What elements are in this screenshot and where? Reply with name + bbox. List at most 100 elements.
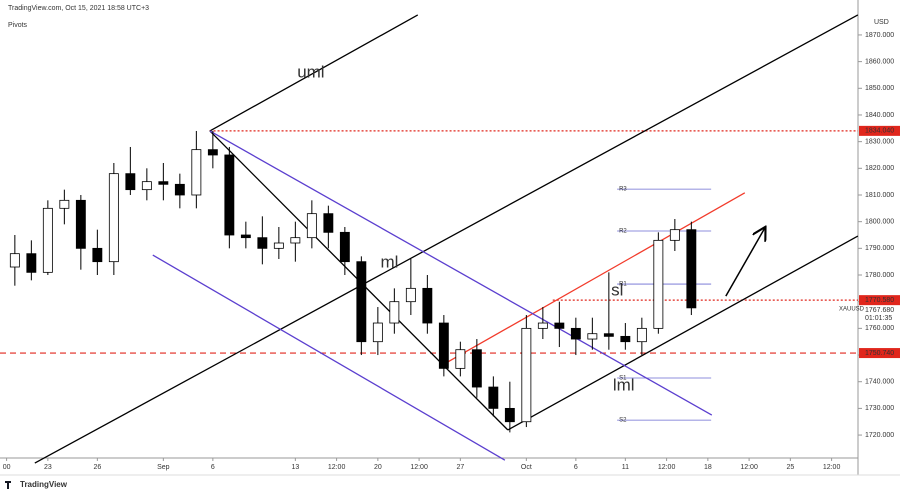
y-tick-label: 1810.000 — [865, 192, 894, 199]
x-tick-label: 18 — [704, 464, 712, 471]
candle-body — [257, 237, 268, 249]
candle-body — [191, 149, 202, 196]
price-level-label: 1834.040 — [865, 128, 894, 135]
x-tick-label: 20 — [374, 464, 382, 471]
candle-body — [174, 183, 185, 196]
candle-body — [9, 253, 20, 268]
price-level-tag — [859, 125, 900, 136]
y-tick-label: 1780.000 — [865, 272, 894, 279]
logo-icon — [5, 481, 11, 489]
candle-body — [521, 327, 532, 423]
x-tick-label: 13 — [291, 464, 299, 471]
y-tick-label: 1860.000 — [865, 58, 894, 65]
candle-body — [438, 322, 449, 369]
candle-body — [554, 322, 565, 329]
symbol: XAUUSD — [839, 307, 865, 313]
y-tick-label: 1840.000 — [865, 112, 894, 119]
x-tick-label: Oct — [521, 464, 532, 471]
trend-line — [507, 235, 859, 431]
x-tick-label: 12:00 — [823, 464, 841, 471]
x-tick-label: Sep — [157, 464, 170, 471]
pivot-label: S1 — [619, 376, 627, 382]
candle-body — [92, 247, 103, 263]
price-level-label: 1750.740 — [865, 350, 894, 357]
candle-body — [570, 327, 581, 340]
x-tick-label: 11 — [622, 464, 629, 471]
candle-body — [240, 234, 251, 239]
trend-line — [209, 14, 419, 132]
x-tick-label: 12:00 — [328, 464, 346, 471]
y-tick-label: 1760.000 — [865, 325, 894, 332]
candle-body — [75, 199, 86, 249]
candle-body — [42, 207, 53, 273]
current-price: 1767.680 — [865, 307, 894, 314]
candle-body — [669, 229, 680, 241]
x-tick-label: 23 — [44, 464, 52, 471]
candle-body — [356, 261, 367, 343]
candle-body — [108, 173, 119, 263]
candle-body — [323, 213, 334, 233]
candle-body — [290, 237, 301, 244]
y-tick-label: 1850.000 — [865, 85, 894, 92]
candle-body — [471, 349, 482, 388]
currency: USD — [874, 19, 889, 26]
candle-body — [125, 173, 136, 191]
pivot-label: R3 — [619, 187, 627, 193]
drawing-label: sl — [611, 280, 623, 299]
x-tick-label: 12:00 — [740, 464, 758, 471]
candle-body — [158, 181, 169, 185]
candle-body — [59, 199, 70, 209]
drawing-label: ml — [380, 252, 398, 271]
x-tick-label: 6 — [211, 464, 215, 471]
x-tick-label: 00 — [3, 464, 11, 471]
y-tick-label: 1720.000 — [865, 432, 894, 439]
candle-body — [372, 322, 383, 343]
candle-body — [504, 407, 515, 423]
trend-line — [34, 14, 859, 464]
y-tick-label: 1740.000 — [865, 379, 894, 386]
candle-body — [224, 154, 235, 236]
candle-body — [587, 333, 598, 340]
candle-body — [455, 349, 466, 369]
x-tick-label: 6 — [574, 464, 578, 471]
x-tick-label: 25 — [786, 464, 794, 471]
drawing-label: uml — [297, 63, 324, 82]
y-tick-label: 1820.000 — [865, 165, 894, 172]
candle-body — [537, 322, 548, 329]
candle-body — [405, 287, 416, 303]
y-tick-label: 1830.000 — [865, 138, 894, 145]
price-level-tag — [859, 295, 900, 306]
y-tick-label: 1870.000 — [865, 32, 894, 39]
candle-body — [339, 231, 350, 263]
pivot-label: S2 — [619, 418, 627, 424]
candle-body — [141, 181, 152, 191]
candle-body — [620, 335, 631, 343]
trend-line — [447, 192, 746, 363]
arrow — [725, 228, 765, 297]
indicator-name: Pivots — [8, 22, 28, 29]
x-tick-label: 26 — [93, 464, 101, 471]
x-tick-label: 12:00 — [658, 464, 676, 471]
candle-body — [488, 386, 499, 409]
countdown: 01:01:35 — [865, 315, 892, 322]
candle-body — [422, 287, 433, 324]
pivot-label: R1 — [619, 282, 627, 288]
logo: TradingView — [20, 480, 68, 489]
candle-body — [273, 242, 284, 249]
y-tick-label: 1730.000 — [865, 405, 894, 412]
candle-body — [636, 327, 647, 343]
price-level-tag — [859, 348, 900, 359]
candle-body — [389, 301, 400, 324]
drawing-label: lml — [613, 375, 635, 394]
trend-line — [152, 254, 506, 461]
x-tick-label: 12:00 — [410, 464, 428, 471]
candle-body — [653, 239, 664, 329]
y-tick-label: 1800.000 — [865, 219, 894, 226]
candle-body — [306, 213, 317, 239]
y-tick-label: 1790.000 — [865, 245, 894, 252]
candle-body — [26, 253, 37, 273]
pivot-label: R2 — [619, 229, 627, 235]
candle-body — [603, 333, 614, 337]
